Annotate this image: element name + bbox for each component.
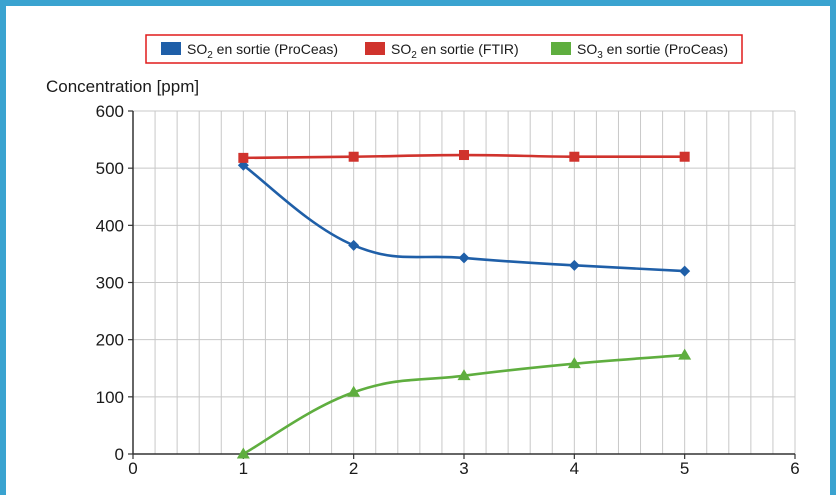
legend-box	[145, 34, 743, 64]
data-point-square	[348, 151, 359, 162]
series-3	[236, 348, 692, 459]
data-point-diamond	[568, 259, 580, 271]
series-layer	[236, 150, 692, 459]
legend-swatch	[551, 42, 571, 55]
legend-item-1: SO2 en sortie (ProCeas)	[161, 41, 338, 61]
y-axis-label: Concentration [ppm]	[46, 77, 199, 96]
legend-swatch	[161, 42, 181, 55]
legend-item-2: SO2 en sortie (FTIR)	[365, 41, 519, 61]
y-tick-label: 500	[96, 159, 124, 178]
data-point-diamond	[348, 239, 360, 251]
y-tick-label: 300	[96, 274, 124, 293]
x-tick-label: 0	[128, 459, 137, 478]
legend: SO2 en sortie (ProCeas) SO2 en sortie (FT…	[161, 41, 728, 61]
legend-label: SO2 en sortie (FTIR)	[391, 41, 519, 61]
y-tick-label: 100	[96, 388, 124, 407]
grid	[133, 110, 796, 455]
axes: 0 100 200 300 400 500 600 0 1 2 3 4 5 6	[96, 102, 800, 478]
data-point-square	[679, 151, 690, 162]
x-tick-label: 1	[239, 459, 248, 478]
data-point-triangle	[236, 447, 250, 459]
y-tick-label: 0	[115, 445, 124, 464]
x-tick-label: 3	[459, 459, 468, 478]
x-tick-label: 4	[570, 459, 579, 478]
data-point-square	[238, 152, 249, 163]
data-point-triangle	[347, 385, 361, 397]
y-tick-label: 400	[96, 216, 124, 235]
x-tick-label: 2	[349, 459, 358, 478]
legend-label: SO3 en sortie (ProCeas)	[577, 41, 728, 61]
data-point-triangle	[678, 348, 692, 360]
y-tick-label: 200	[96, 331, 124, 350]
data-point-square	[459, 150, 469, 161]
legend-label: SO2 en sortie (ProCeas)	[187, 41, 338, 61]
y-tick-label: 600	[96, 102, 124, 121]
data-point-diamond	[679, 265, 691, 277]
legend-swatch	[365, 42, 385, 55]
series-2	[238, 150, 690, 163]
data-point-diamond	[458, 252, 470, 264]
x-tick-label: 5	[680, 459, 689, 478]
x-tick-label: 6	[790, 459, 799, 478]
data-point-square	[569, 151, 580, 162]
legend-item-3: SO3 en sortie (ProCeas)	[551, 41, 728, 61]
data-point-triangle	[457, 369, 471, 381]
data-point-triangle	[567, 357, 581, 369]
